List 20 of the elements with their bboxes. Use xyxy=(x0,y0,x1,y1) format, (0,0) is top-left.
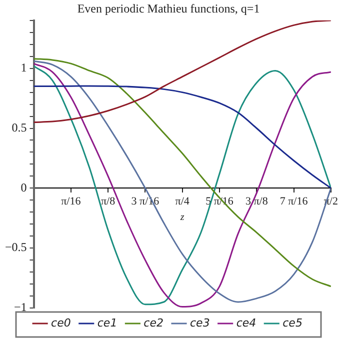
y-tick-label: −0.5 xyxy=(4,240,27,254)
x-tick-label: π/8 xyxy=(101,196,116,208)
legend-label: ce5 xyxy=(282,316,302,330)
legend-label: ce0 xyxy=(51,316,71,330)
chart-title: Even periodic Mathieu functions, q=1 xyxy=(77,1,260,16)
y-tick-label: −1 xyxy=(14,300,27,314)
line-series xyxy=(34,20,331,124)
x-tick-label: π/4 xyxy=(175,196,190,208)
legend-label: ce3 xyxy=(190,316,210,330)
legend-label: ce2 xyxy=(144,316,164,330)
legend-label: ce1 xyxy=(97,316,118,330)
line-series xyxy=(34,85,331,189)
x-tick-label: π/16 xyxy=(61,196,82,208)
x-axis-title: z xyxy=(179,212,184,223)
y-tick-label: 0.5 xyxy=(12,120,27,134)
legend-label: ce4 xyxy=(236,316,256,330)
x-tick-label: 7 π/16 xyxy=(280,196,308,208)
x-tick-label: 3 π/8 xyxy=(245,196,268,208)
y-tick-label: 0 xyxy=(20,180,27,194)
y-tick-label: 1 xyxy=(20,60,27,74)
